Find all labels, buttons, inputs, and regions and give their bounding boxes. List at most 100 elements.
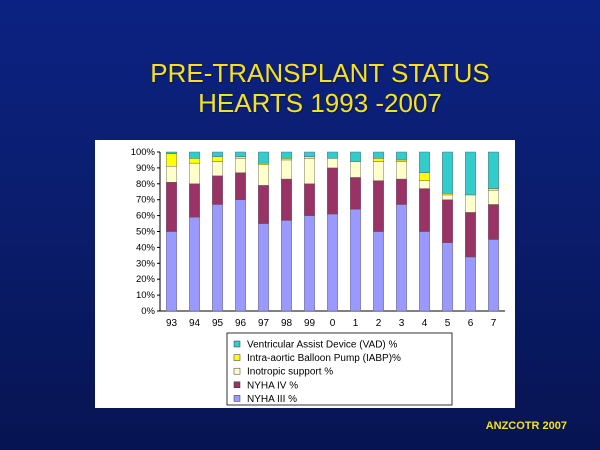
bar-segment — [465, 151, 476, 196]
bar-segment — [235, 172, 246, 200]
bar-segment — [327, 213, 338, 312]
y-tick-label: 10% — [136, 290, 156, 301]
bar-segment — [396, 204, 407, 312]
legend-label: Intra-aortic Balloon Pump (IABP)% — [247, 353, 401, 364]
stacked-bar-chart: 0% 10% 20% 30% 40% 50% 60% 70% 80% 90% 100% 93 94 95 9… — [131, 147, 505, 406]
bar-segment — [304, 158, 315, 185]
footer-source: ANZCOTR 2007 — [485, 420, 567, 432]
bar-segment — [442, 194, 453, 200]
bar-segment — [419, 180, 430, 189]
y-tick-label: 30% — [136, 258, 156, 269]
legend-label: NYHA III % — [247, 394, 297, 405]
bar-segment — [373, 158, 384, 162]
x-tick-label: 93 — [166, 318, 178, 329]
bar-segment — [488, 239, 499, 312]
bar-segment — [488, 189, 499, 205]
x-tick-label: 5 — [445, 318, 451, 329]
bar-segment — [465, 256, 476, 312]
bar-segment — [327, 151, 338, 159]
x-tick-label: 94 — [189, 318, 201, 329]
bar-segment — [212, 156, 223, 162]
bar-segment — [419, 151, 430, 173]
x-tick-label: 98 — [281, 318, 293, 329]
bar-segment — [258, 185, 269, 224]
bar-segment — [258, 151, 269, 164]
bar-segment — [350, 209, 361, 312]
bar-segment — [373, 180, 384, 232]
bar-segment — [304, 183, 315, 216]
x-tick-label: 96 — [235, 318, 247, 329]
bar-segment — [258, 162, 269, 165]
bar-segment — [166, 151, 177, 154]
legend-swatch — [233, 367, 241, 375]
x-tick-label: 99 — [304, 318, 316, 329]
bar-segment — [419, 231, 430, 312]
bar-segment — [166, 231, 177, 312]
bar-segment — [189, 162, 200, 184]
x-tick-label: 6 — [468, 318, 474, 329]
bar-segment — [258, 223, 269, 312]
bar-segment — [442, 151, 453, 194]
bar-segment — [488, 151, 499, 189]
bar-segment — [281, 220, 292, 312]
bar-segment — [373, 151, 384, 159]
bar-segment — [350, 161, 361, 178]
y-tick-label: 40% — [136, 242, 156, 253]
bar-segment — [212, 151, 223, 157]
bar-segment — [166, 153, 177, 167]
x-tick-label: 7 — [491, 318, 497, 329]
bar-segment — [166, 166, 177, 183]
x-tick-label: 95 — [212, 318, 224, 329]
bar-segment — [396, 161, 407, 180]
bar-segment — [212, 175, 223, 205]
legend-label: Inotropic support % — [247, 367, 333, 378]
bar-segment — [488, 188, 499, 191]
bar-segment — [465, 194, 476, 213]
y-tick-label: 80% — [136, 179, 156, 190]
bar-segment — [373, 161, 384, 181]
legend-box — [226, 332, 453, 406]
bar-segment — [327, 158, 338, 169]
y-tick-label: 50% — [136, 227, 156, 238]
y-tick-label: 20% — [136, 274, 156, 285]
y-tick-label: 70% — [136, 195, 156, 206]
x-tick-label: 97 — [258, 318, 270, 329]
bar-segment — [442, 193, 453, 196]
x-tick-label: 2 — [376, 318, 382, 329]
bar-segment — [419, 188, 430, 232]
bar-segment — [212, 161, 223, 177]
y-tick-label: 0% — [141, 306, 155, 317]
bar-segment — [258, 164, 269, 186]
slide-title-line1: PRE-TRANSPLANT STATUS — [150, 58, 490, 88]
bar-segment — [396, 151, 407, 161]
bar-segment — [235, 156, 246, 159]
legend-swatch — [233, 381, 241, 389]
y-tick-label: 100% — [131, 147, 156, 158]
bar-segment — [212, 204, 223, 312]
y-tick-label: 90% — [136, 163, 156, 174]
bar-segment — [327, 167, 338, 215]
bar-segment — [419, 172, 430, 181]
x-tick-label: 3 — [399, 318, 405, 329]
bar-segment — [396, 178, 407, 205]
legend-swatch — [233, 395, 241, 402]
bar-segment — [465, 212, 476, 258]
bar-segment — [235, 151, 246, 157]
bar-segment — [189, 216, 200, 312]
slide-title-line2: HEARTS 1993 -2007 — [198, 88, 442, 118]
bar-segment — [350, 151, 361, 162]
bar-segment — [166, 182, 177, 232]
bar-segment — [281, 159, 292, 180]
bar-segment — [350, 177, 361, 210]
bar-segment — [189, 158, 200, 164]
bar-segment — [373, 231, 384, 312]
bar-segment — [235, 158, 246, 173]
bar-segment — [442, 199, 453, 243]
chart-panel: 0% 10% 20% 30% 40% 50% 60% 70% 80% 90% 100% 93 94 95 9… — [95, 140, 515, 408]
y-tick-label: 60% — [136, 211, 156, 222]
bar-segment — [281, 151, 292, 159]
bar-segment — [304, 151, 315, 157]
bar-segment — [281, 158, 292, 161]
bar-segment — [281, 178, 292, 221]
legend-swatch — [233, 340, 241, 348]
